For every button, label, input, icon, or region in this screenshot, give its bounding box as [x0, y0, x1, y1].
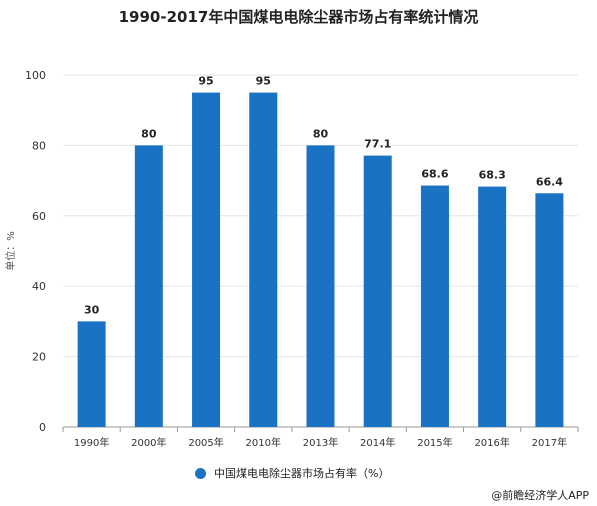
source-credit: @前瞻经济学人APP [491, 489, 589, 502]
x-tick-label: 2016年 [474, 436, 509, 449]
bar [192, 92, 221, 427]
legend-marker [195, 467, 206, 479]
bar [478, 186, 507, 427]
data-label: 68.3 [479, 169, 506, 182]
y-tick-label: 100 [25, 69, 46, 82]
bar [134, 145, 163, 427]
x-tick-label: 2005年 [188, 436, 223, 449]
y-tick-label: 20 [32, 351, 46, 364]
x-tick-label: 2014年 [360, 436, 395, 449]
bar [420, 185, 449, 427]
data-label: 77.1 [364, 138, 391, 151]
data-label: 80 [313, 127, 329, 140]
y-tick-label: 40 [32, 280, 46, 293]
y-tick-label: 0 [39, 421, 46, 434]
x-tick-label: 2010年 [246, 436, 281, 449]
data-label: 95 [198, 75, 213, 88]
y-axis-label: 单位：% [4, 231, 17, 271]
chart-title: 1990-2017年中国煤电电除尘器市场占有率统计情况 [118, 8, 479, 26]
data-label: 68.6 [421, 168, 448, 181]
bar [535, 193, 564, 427]
data-label: 30 [84, 303, 100, 316]
x-tick-label: 1990年 [74, 436, 109, 449]
x-tick-label: 2013年 [303, 436, 338, 449]
bar [77, 321, 106, 427]
data-label: 95 [256, 75, 271, 88]
data-label: 66.4 [536, 175, 563, 188]
x-tick-label: 2015年 [417, 436, 452, 449]
bar [306, 145, 335, 427]
data-label: 80 [141, 127, 157, 140]
x-tick-label: 2017年 [532, 436, 567, 449]
bar [363, 155, 392, 427]
y-tick-label: 60 [32, 210, 46, 223]
bar [249, 92, 278, 427]
legend-label: 中国煤电电除尘器市场占有率（%） [214, 467, 390, 480]
x-tick-label: 2000年 [131, 436, 166, 449]
chart-legend: 中国煤电电除尘器市场占有率（%） [195, 465, 389, 481]
y-tick-label: 80 [32, 139, 46, 152]
